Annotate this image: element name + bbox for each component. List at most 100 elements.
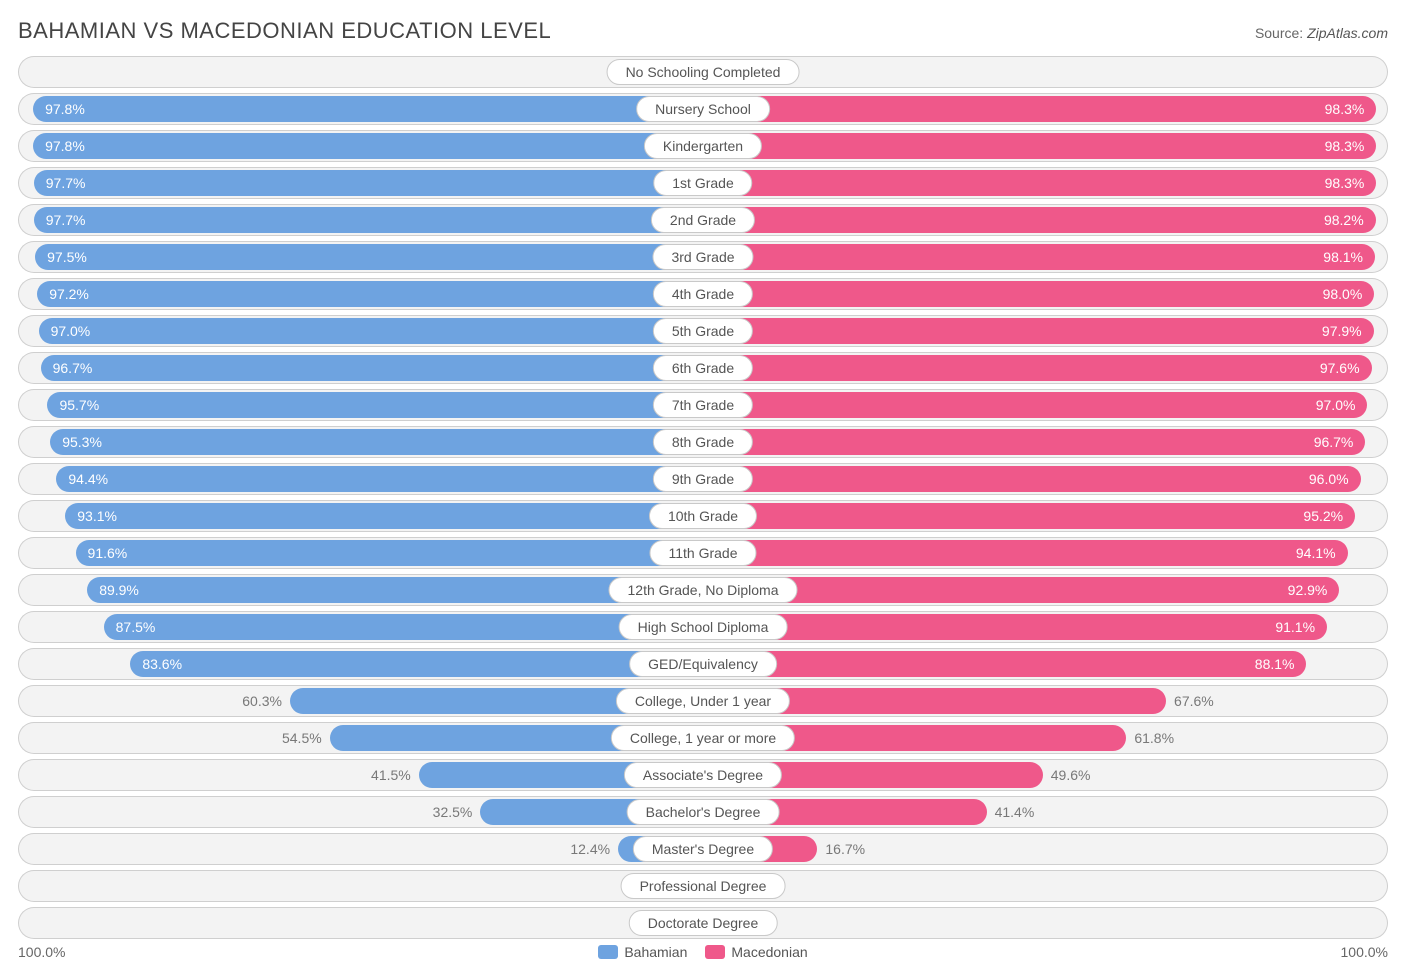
bar-right-value: 97.9% [1322, 323, 1362, 339]
bar-left-value: 41.5% [371, 759, 419, 791]
chart-row: 97.0% 97.9% 5th Grade [18, 315, 1388, 347]
bar-right-value: 96.7% [1314, 434, 1354, 450]
legend-label-right: Macedonian [731, 944, 807, 960]
bar-left-value: 97.8% [45, 138, 85, 154]
bar-right: 94.1% [703, 540, 1348, 566]
bar-right-value: 94.1% [1296, 545, 1336, 561]
source-name: ZipAtlas.com [1307, 25, 1388, 41]
bar-right: 98.1% [703, 244, 1375, 270]
category-label: 11th Grade [649, 540, 756, 566]
legend-item-left: Bahamian [598, 944, 687, 960]
chart-row: 97.2% 98.0% 4th Grade [18, 278, 1388, 310]
bar-right: 91.1% [703, 614, 1327, 640]
bar-left-value: 97.7% [46, 212, 86, 228]
bar-left-value: 95.7% [59, 397, 99, 413]
bar-right-value: 98.0% [1323, 286, 1363, 302]
bar-right-value: 98.3% [1325, 101, 1365, 117]
bar-right: 98.3% [703, 170, 1376, 196]
track-left [18, 56, 703, 88]
chart-row: 97.5%98.1%3rd Grade [18, 241, 1388, 273]
bar-left: 93.1% [65, 503, 703, 529]
bar-right-value: 88.1% [1255, 656, 1295, 672]
bar-right-value: 41.4% [987, 796, 1035, 828]
chart-row: 83.6% 88.1% GED/Equivalency [18, 648, 1388, 680]
category-label: College, Under 1 year [616, 688, 790, 714]
bar-left: 97.7% [34, 170, 703, 196]
legend-swatch-left [598, 945, 618, 959]
category-label: 10th Grade [649, 503, 757, 529]
category-label: 4th Grade [653, 281, 753, 307]
bar-left-value: 97.0% [51, 323, 91, 339]
category-label: GED/Equivalency [629, 651, 777, 677]
category-label: Kindergarten [644, 133, 762, 159]
track-right [703, 907, 1388, 939]
source-label: Source: [1255, 25, 1303, 41]
bar-right: 97.6% [703, 355, 1372, 381]
axis-left-max: 100.0% [18, 944, 65, 960]
track-right [703, 870, 1388, 902]
chart-row: 41.5% 49.6% Associate's Degree [18, 759, 1388, 791]
bar-right: 96.0% [703, 466, 1361, 492]
chart-row: 97.8% 98.3% Kindergarten [18, 130, 1388, 162]
bar-left-value: 97.2% [49, 286, 89, 302]
bar-left: 97.5% [35, 244, 703, 270]
category-label: 2nd Grade [651, 207, 755, 233]
bar-right-value: 49.6% [1043, 759, 1091, 791]
category-label: 12th Grade, No Diploma [609, 577, 798, 603]
category-label: High School Diploma [619, 614, 788, 640]
category-label: 1st Grade [653, 170, 752, 196]
legend: Bahamian Macedonian [598, 944, 807, 960]
bar-right: 95.2% [703, 503, 1355, 529]
bar-left-value: 89.9% [99, 582, 139, 598]
bar-right-value: 98.3% [1325, 175, 1365, 191]
chart-row: 89.9% 92.9% 12th Grade, No Diploma [18, 574, 1388, 606]
bar-left-value: 91.6% [88, 545, 128, 561]
legend-label-left: Bahamian [624, 944, 687, 960]
bar-left-value: 87.5% [116, 619, 156, 635]
legend-swatch-right [705, 945, 725, 959]
bar-left-value: 96.7% [53, 360, 93, 376]
bar-right-value: 16.7% [817, 833, 865, 865]
category-label: Professional Degree [621, 873, 786, 899]
bar-left: 87.5% [104, 614, 703, 640]
bar-left: 83.6% [130, 651, 703, 677]
bar-left-value: 97.7% [46, 175, 86, 191]
bar-right: 98.0% [703, 281, 1374, 307]
bar-right: 98.2% [703, 207, 1376, 233]
bar-left: 95.7% [47, 392, 703, 418]
bar-right-value: 92.9% [1288, 582, 1328, 598]
bar-left-value: 97.8% [45, 101, 85, 117]
bar-left-value: 93.1% [77, 508, 117, 524]
category-label: Nursery School [636, 96, 770, 122]
category-label: 8th Grade [653, 429, 753, 455]
bar-right: 92.9% [703, 577, 1339, 603]
chart-row: 2.2%1.7%No Schooling Completed [18, 56, 1388, 88]
chart-row: 93.1% 95.2%10th Grade [18, 500, 1388, 532]
track-left [18, 907, 703, 939]
bar-left: 97.8% [33, 133, 703, 159]
chart-row: 32.5%41.4%Bachelor's Degree [18, 796, 1388, 828]
bar-right: 96.7% [703, 429, 1365, 455]
bar-right-value: 98.1% [1323, 249, 1363, 265]
chart-header: BAHAMIAN VS MACEDONIAN EDUCATION LEVEL S… [18, 18, 1388, 44]
bar-right-value: 67.6% [1166, 685, 1214, 717]
chart-row: 91.6% 94.1% 11th Grade [18, 537, 1388, 569]
chart-row: 12.4%16.7%Master's Degree [18, 833, 1388, 865]
chart-row: 54.5%61.8%College, 1 year or more [18, 722, 1388, 754]
category-label: College, 1 year or more [611, 725, 795, 751]
category-label: 5th Grade [653, 318, 753, 344]
bar-left: 97.8% [33, 96, 703, 122]
chart-row: 97.8% 98.3% Nursery School [18, 93, 1388, 125]
category-label: No Schooling Completed [607, 59, 800, 85]
bar-right: 97.9% [703, 318, 1374, 344]
bar-left-value: 12.4% [570, 833, 618, 865]
bar-left-value: 94.4% [68, 471, 108, 487]
bar-right-value: 61.8% [1126, 722, 1174, 754]
bar-left: 97.2% [37, 281, 703, 307]
chart-row: 94.4%96.0%9th Grade [18, 463, 1388, 495]
bar-right-value: 98.3% [1325, 138, 1365, 154]
bar-right-value: 98.2% [1324, 212, 1364, 228]
category-label: Associate's Degree [624, 762, 782, 788]
chart-row: 97.7% 98.2% 2nd Grade [18, 204, 1388, 236]
bar-left-value: 32.5% [433, 796, 481, 828]
